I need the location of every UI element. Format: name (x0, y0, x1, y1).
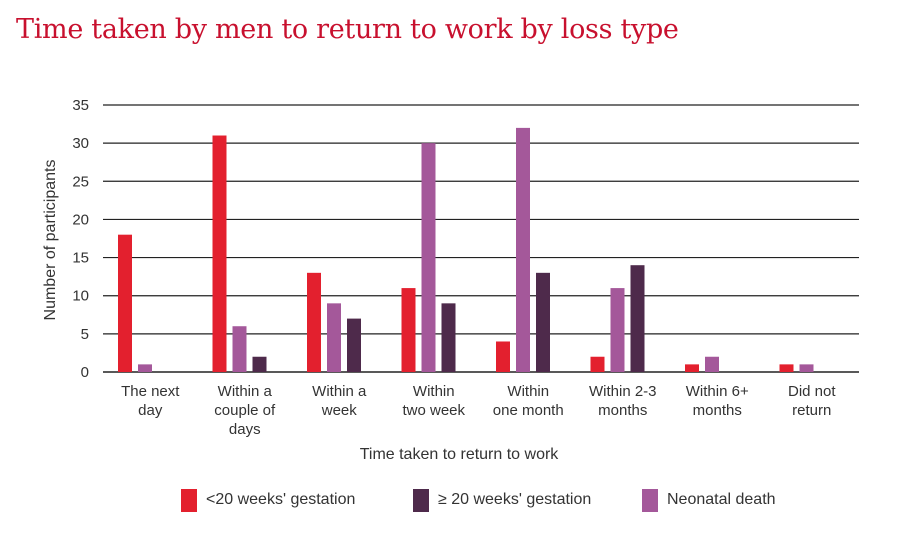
x-tick-label-line: Within (507, 383, 549, 400)
legend-swatch (642, 489, 658, 512)
legend-label: ≥ 20 weeks' gestation (438, 491, 591, 508)
y-axis-label: Number of participants (42, 160, 59, 321)
x-tick-label-line: one month (493, 402, 564, 419)
bar (347, 318, 361, 372)
bar (496, 341, 510, 372)
y-tick-label: 35 (72, 97, 89, 114)
y-tick-label: 0 (81, 364, 89, 381)
x-tick-label-line: Within 2-3 (589, 383, 657, 400)
x-tick-label: Did not return (788, 383, 836, 419)
bar (685, 364, 699, 372)
bar (590, 356, 605, 372)
x-tick-label-line: two week (402, 402, 465, 419)
bar (327, 303, 341, 372)
x-tick-label: Within a week (312, 383, 367, 419)
gridlines (103, 104, 859, 373)
y-tick-label: 30 (72, 135, 89, 152)
x-tick-label-line: couple of (214, 402, 276, 419)
y-tick-label: 25 (72, 173, 89, 190)
y-tick-label: 10 (72, 288, 89, 305)
x-tick-label: Within two week (402, 383, 465, 419)
x-tick-label: The next day (121, 383, 180, 419)
bar (516, 127, 530, 372)
x-tick-label-line: Within (413, 383, 455, 400)
bar (799, 364, 814, 372)
x-tick-label-line: Within a (312, 383, 367, 400)
legend: <20 weeks' gestation ≥ 20 weeks' gestatio… (181, 489, 776, 512)
x-tick-label: Within 2-3 months (589, 383, 657, 419)
bar (610, 288, 625, 372)
x-tick-label-line: months (598, 402, 647, 419)
x-tick-label-line: Within a (218, 383, 273, 400)
bar (705, 356, 719, 372)
bar (441, 303, 456, 372)
y-tick-label: 15 (72, 250, 89, 267)
bar (118, 234, 132, 372)
x-tick-label-line: day (138, 402, 163, 419)
x-axis-label: Time taken to return to work (360, 446, 560, 463)
legend-label: <20 weeks' gestation (206, 491, 355, 508)
bar (212, 135, 227, 372)
y-tick-label: 20 (72, 211, 89, 228)
bars (118, 127, 814, 372)
x-tick-label: Within a couple of days (214, 383, 276, 438)
bar (779, 364, 794, 372)
bar (536, 272, 550, 372)
x-tick-label-line: The next (121, 383, 180, 400)
bar (232, 326, 247, 372)
bar (252, 356, 267, 372)
x-tick-label-line: week (321, 402, 358, 419)
bar (401, 288, 416, 372)
y-tick-label: 5 (81, 326, 89, 343)
y-axis-ticks: 0 5 10 15 20 25 30 35 (72, 97, 89, 381)
x-tick-label: Within 6+ months (686, 383, 749, 419)
bar (138, 364, 152, 372)
x-tick-label-line: Did not (788, 383, 836, 400)
legend-swatch (181, 489, 197, 512)
x-tick-label-line: return (792, 402, 831, 419)
x-tick-label-line: Within 6+ (686, 383, 749, 400)
legend-swatch (413, 489, 429, 512)
bar (630, 265, 645, 372)
x-tick-label: Within one month (493, 383, 564, 419)
bar (421, 143, 436, 372)
chart-title: Time taken by men to return to work by l… (16, 14, 679, 45)
x-tick-label-line: days (229, 421, 261, 438)
legend-label: Neonatal death (667, 491, 776, 508)
x-tick-label-line: months (693, 402, 742, 419)
bar (307, 272, 321, 372)
